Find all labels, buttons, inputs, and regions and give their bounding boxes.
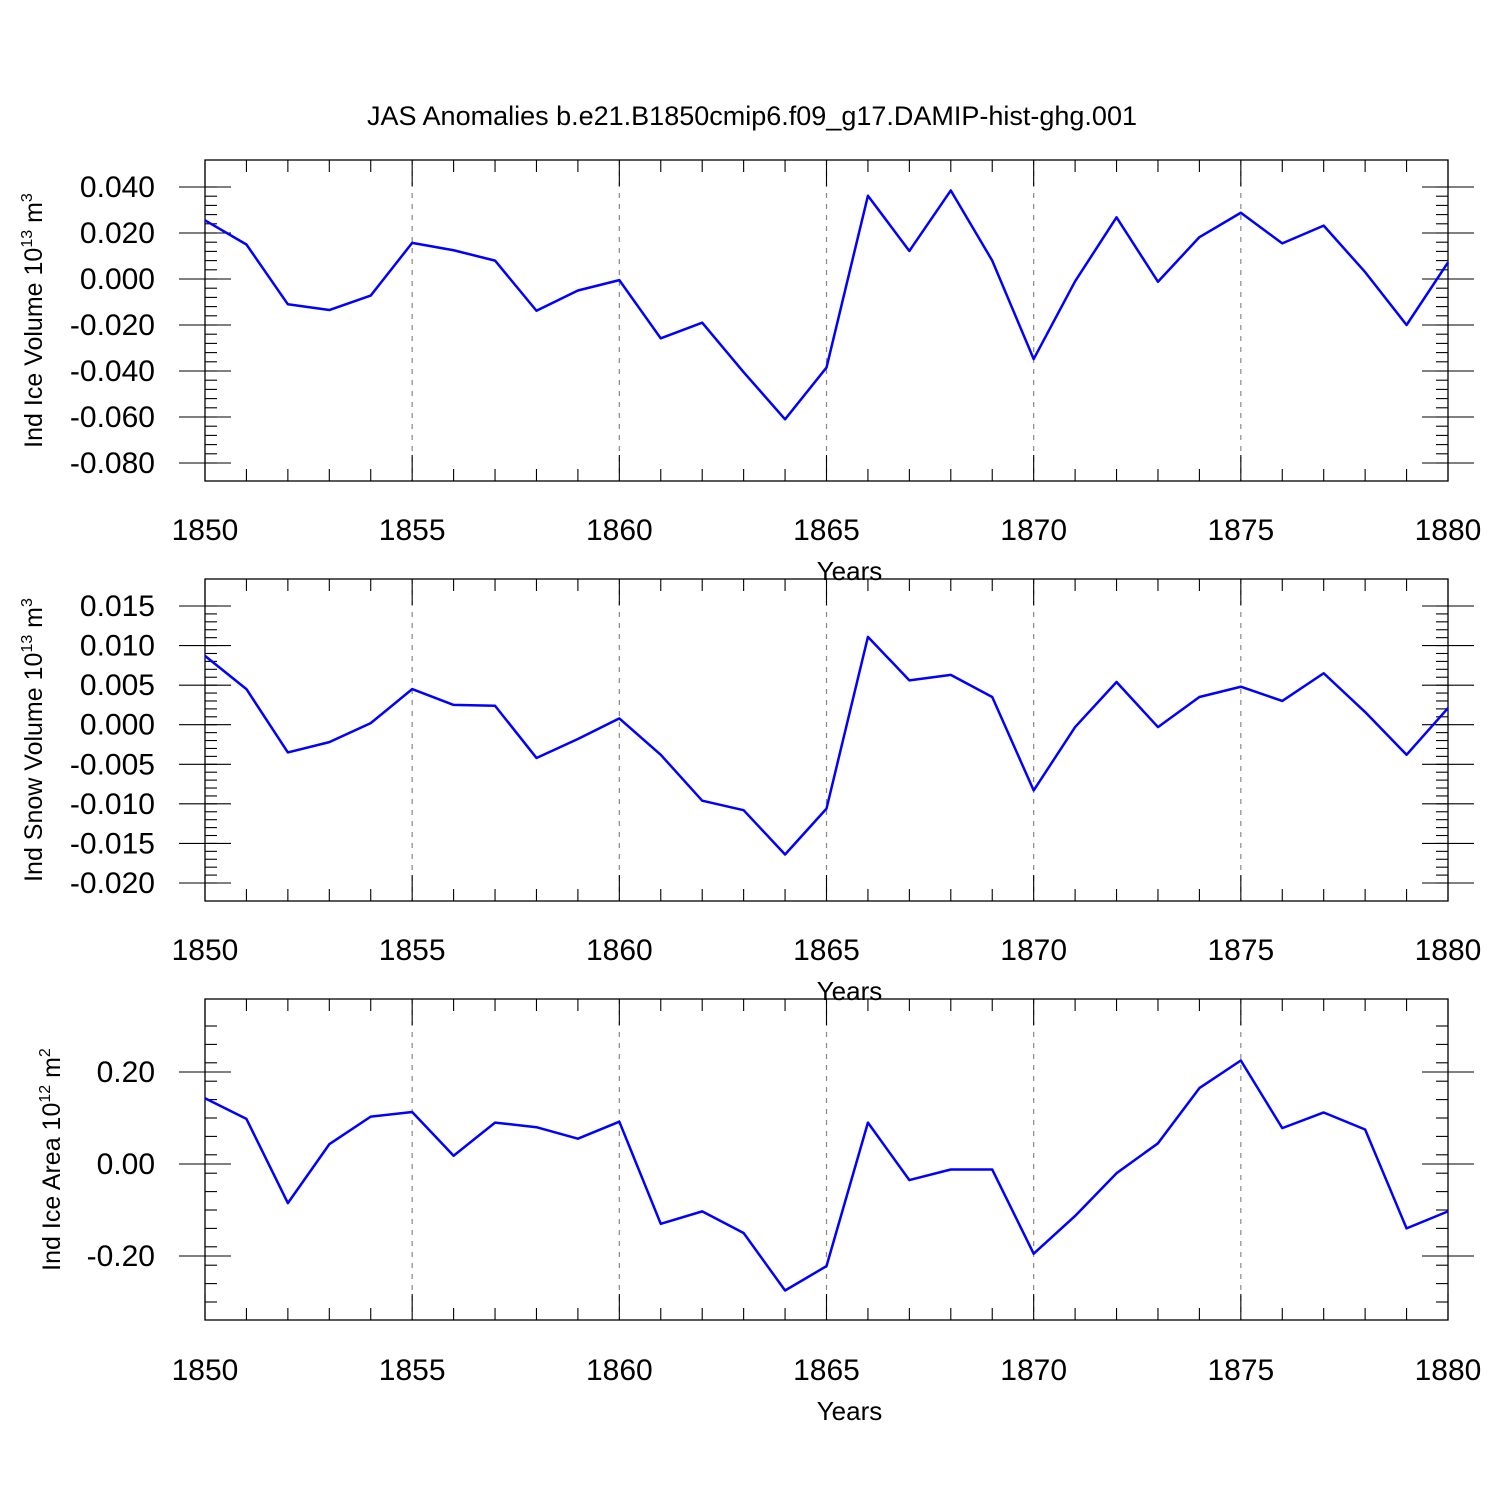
y-tick-label: -0.020 bbox=[70, 867, 155, 900]
x-tick-label: 1870 bbox=[1000, 934, 1067, 967]
y-tick-label: 0.015 bbox=[80, 590, 155, 623]
x-tick-label: 1850 bbox=[172, 514, 239, 547]
x-tick-label: 1850 bbox=[172, 934, 239, 967]
x-tick-label: 1880 bbox=[1415, 934, 1482, 967]
panel-1: 0.040 0.020 0.000 -0.020 -0.040 -0.060 -0.080 1… bbox=[19, 159, 1482, 586]
x-tick-label: 1860 bbox=[586, 1354, 653, 1387]
x-tick-label: 1850 bbox=[172, 1354, 239, 1387]
y-tick-label: -0.005 bbox=[70, 748, 155, 781]
y-tick-label: 0.000 bbox=[80, 709, 155, 742]
panels: 0.040 0.020 0.000 -0.020 -0.040 -0.060 -0.080 1… bbox=[19, 159, 1482, 1426]
x-tick-label: 1870 bbox=[1000, 514, 1067, 547]
x-tick-label: 1865 bbox=[793, 934, 860, 967]
y-tick-label: 0.000 bbox=[80, 263, 155, 296]
x-tick-label: 1870 bbox=[1000, 1354, 1067, 1387]
x-axis-label: Years bbox=[817, 556, 883, 586]
y-tick-label: -0.040 bbox=[70, 355, 155, 388]
y-tick-label: 0.20 bbox=[97, 1056, 155, 1089]
x-axis-label: Years bbox=[817, 976, 883, 1006]
y-tick-label: -0.060 bbox=[70, 401, 155, 434]
x-tick-label: 1880 bbox=[1415, 514, 1482, 547]
y-tick-label: 0.00 bbox=[97, 1148, 155, 1181]
y-tick-label: -0.080 bbox=[70, 447, 155, 480]
x-axis-label: Years bbox=[817, 1396, 883, 1426]
x-tick-label: 1860 bbox=[586, 514, 653, 547]
y-axis-label: Ind Ice Area 1012 m2 bbox=[37, 1048, 66, 1271]
y-tick-label: 0.005 bbox=[80, 669, 155, 702]
x-tick-label: 1875 bbox=[1207, 934, 1274, 967]
x-tick-label: 1855 bbox=[379, 934, 446, 967]
y-tick-label: 0.040 bbox=[80, 171, 155, 204]
panel-2: 0.015 0.010 0.005 0.000 -0.005 -0.010 -0.015 -0… bbox=[19, 578, 1482, 1006]
y-tick-label: -0.015 bbox=[70, 827, 155, 860]
figure-title: JAS Anomalies b.e21.B1850cmip6.f09_g17.D… bbox=[367, 101, 1137, 131]
y-tick-label: -0.020 bbox=[70, 309, 155, 342]
x-tick-label: 1855 bbox=[379, 514, 446, 547]
panel-3: 0.20 0.00 -0.20 1850 1855 1860 1865 1870 1875 188… bbox=[37, 998, 1482, 1426]
x-tick-label: 1875 bbox=[1207, 1354, 1274, 1387]
y-tick-label: -0.010 bbox=[70, 788, 155, 821]
y-axis-label: Ind Ice Volume 1013 m3 bbox=[19, 193, 48, 448]
x-tick-label: 1875 bbox=[1207, 514, 1274, 547]
x-tick-label: 1855 bbox=[379, 1354, 446, 1387]
y-tick-label: 0.020 bbox=[80, 217, 155, 250]
x-tick-label: 1865 bbox=[793, 514, 860, 547]
y-tick-label: -0.20 bbox=[87, 1240, 155, 1273]
x-tick-label: 1865 bbox=[793, 1354, 860, 1387]
x-tick-label: 1880 bbox=[1415, 1354, 1482, 1387]
x-tick-label: 1860 bbox=[586, 934, 653, 967]
y-axis-label: Ind Snow Volume 1013 m3 bbox=[19, 598, 48, 882]
y-tick-label: 0.010 bbox=[80, 630, 155, 663]
